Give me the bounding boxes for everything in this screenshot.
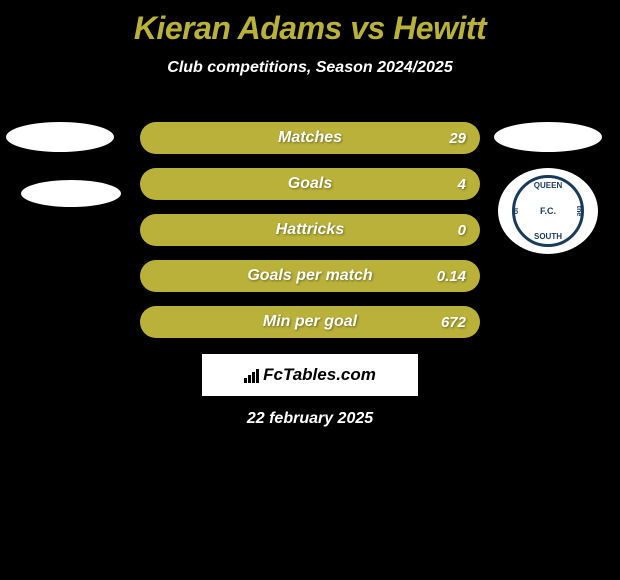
stat-bar-goals-per-match: Goals per match 0.14: [140, 260, 480, 292]
brand-text: FcTables.com: [263, 365, 376, 385]
stat-label: Goals: [288, 175, 332, 193]
brand-box[interactable]: FcTables.com: [202, 354, 418, 396]
club-badge-center: F.C.: [540, 206, 556, 216]
stats-container: Matches 29 Goals 4 Hattricks 0 Goals per…: [140, 122, 480, 338]
subtitle: Club competitions, Season 2024/2025: [0, 59, 620, 77]
stat-value: 0.14: [437, 268, 466, 285]
stat-value: 672: [441, 314, 466, 331]
stat-label: Goals per match: [247, 267, 372, 285]
stat-value: 4: [458, 176, 466, 193]
stat-bar-goals: Goals 4: [140, 168, 480, 200]
stat-bar-hattricks: Hattricks 0: [140, 214, 480, 246]
right-team-badges: QUEEN SOUTH of the F.C.: [494, 122, 602, 254]
left-team-badges: [6, 122, 121, 207]
player-badge-2: [21, 180, 121, 207]
player-badge-3: [494, 122, 602, 152]
stat-value: 0: [458, 222, 466, 239]
brand-chart-icon: [244, 367, 259, 383]
club-badge: QUEEN SOUTH of the F.C.: [498, 168, 598, 254]
stat-value: 29: [449, 130, 466, 147]
stat-label: Matches: [278, 129, 342, 147]
stat-bar-matches: Matches 29: [140, 122, 480, 154]
club-badge-top: QUEEN: [534, 181, 562, 190]
player-badge-1: [6, 122, 114, 152]
stat-label: Min per goal: [263, 313, 357, 331]
stat-bar-min-per-goal: Min per goal 672: [140, 306, 480, 338]
date-text: 22 february 2025: [0, 410, 620, 428]
page-title: Kieran Adams vs Hewitt: [0, 0, 620, 47]
club-badge-bottom: SOUTH: [534, 232, 562, 241]
club-badge-left: of: [513, 208, 520, 215]
stat-label: Hattricks: [276, 221, 344, 239]
club-badge-right: the: [574, 206, 581, 217]
